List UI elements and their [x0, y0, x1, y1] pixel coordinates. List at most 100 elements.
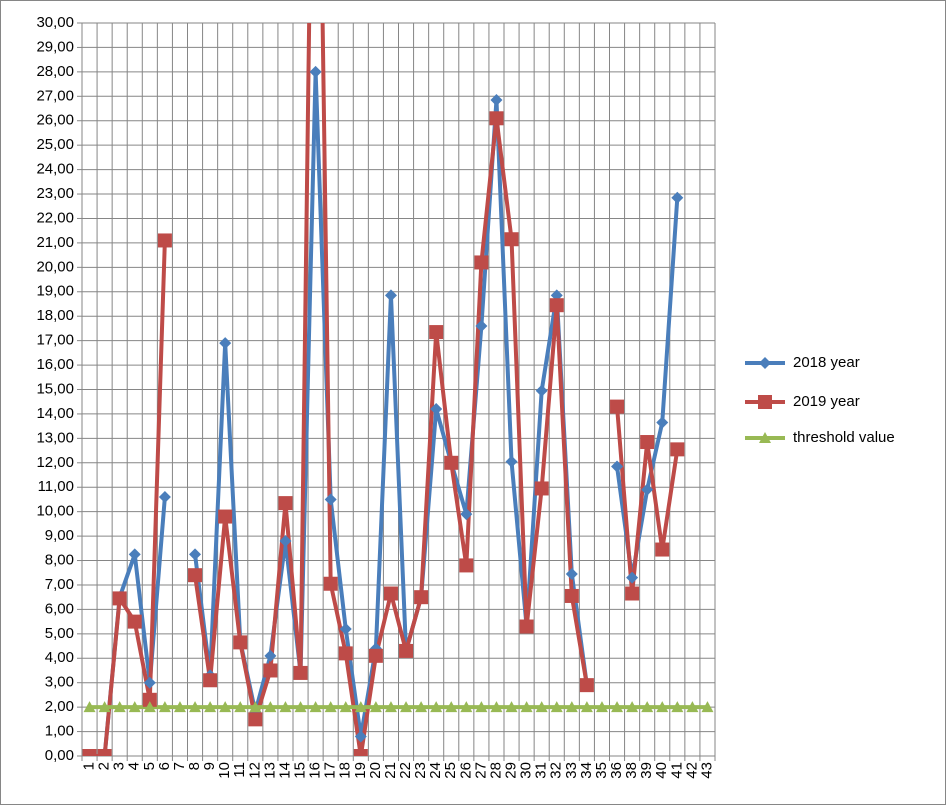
- x-tick-label: 23: [412, 762, 429, 779]
- x-tick-label: 7: [171, 762, 188, 770]
- point: [279, 534, 292, 547]
- legend-label: threshold value: [793, 429, 895, 446]
- y-tick-label: 1,00: [45, 723, 74, 740]
- x-tick-label: 18: [337, 762, 354, 779]
- point: [83, 701, 96, 713]
- point: [203, 673, 218, 688]
- y-tick-label: 15,00: [36, 380, 74, 397]
- point: [369, 701, 382, 713]
- point: [143, 676, 156, 689]
- x-tick-label: 28: [487, 762, 504, 779]
- y-tick-label: 5,00: [45, 625, 74, 642]
- point: [414, 590, 429, 605]
- x-tick-label: 21: [382, 762, 399, 779]
- point: [324, 701, 337, 713]
- x-tick-label: 16: [307, 762, 324, 779]
- point: [338, 646, 353, 661]
- point: [368, 648, 383, 663]
- y-tick-label: 22,00: [36, 209, 74, 226]
- point: [218, 509, 233, 524]
- x-tick-label: 22: [397, 762, 414, 779]
- point: [128, 701, 141, 713]
- y-tick-label: 28,00: [36, 63, 74, 80]
- x-tick-label: 27: [472, 762, 489, 779]
- point: [324, 493, 337, 506]
- y-tick-label: 16,00: [36, 356, 74, 373]
- point: [399, 643, 414, 658]
- point: [353, 749, 368, 756]
- point: [520, 701, 533, 713]
- point: [535, 701, 548, 713]
- y-tick-label: 10,00: [36, 503, 74, 520]
- point: [701, 701, 714, 713]
- y-tick-label: 7,00: [45, 576, 74, 593]
- point: [309, 701, 322, 713]
- point: [460, 508, 473, 521]
- point: [535, 384, 548, 397]
- point: [519, 619, 534, 634]
- point: [490, 701, 503, 713]
- x-tick-label: 32: [548, 762, 565, 779]
- point: [278, 496, 293, 511]
- point: [686, 701, 699, 713]
- x-tick-label: 1: [81, 762, 98, 770]
- point: [323, 576, 338, 591]
- x-tick-label: 6: [156, 762, 173, 770]
- point: [460, 701, 473, 713]
- x-tick-label: 36: [608, 762, 625, 779]
- point: [339, 622, 352, 635]
- x-tick-label: 9: [201, 762, 218, 770]
- point: [400, 701, 413, 713]
- point: [263, 663, 278, 678]
- y-tick-label: 4,00: [45, 649, 74, 666]
- x-tick-label: 5: [141, 762, 158, 770]
- point: [429, 325, 444, 340]
- point: [759, 357, 771, 369]
- point: [339, 701, 352, 713]
- point: [264, 701, 277, 713]
- point: [459, 558, 474, 573]
- x-tick-label: 15: [292, 762, 309, 779]
- point: [759, 432, 771, 443]
- point: [641, 483, 654, 496]
- x-tick-label: 10: [216, 762, 233, 779]
- y-tick-label: 26,00: [36, 112, 74, 129]
- point: [173, 701, 186, 713]
- x-tick-label: 25: [442, 762, 459, 779]
- point: [565, 701, 578, 713]
- point: [444, 455, 459, 470]
- x-tick-label: 4: [126, 762, 143, 770]
- y-tick-label: 17,00: [36, 332, 74, 349]
- point: [475, 701, 488, 713]
- point: [611, 460, 624, 473]
- point: [534, 481, 549, 496]
- x-tick-label: 42: [683, 762, 700, 779]
- y-tick-label: 21,00: [36, 234, 74, 251]
- x-tick-label: 20: [367, 762, 384, 779]
- point: [354, 701, 367, 713]
- point: [550, 701, 563, 713]
- point: [671, 191, 684, 204]
- point: [97, 749, 112, 756]
- point: [189, 701, 202, 713]
- y-tick-label: 14,00: [36, 405, 74, 422]
- x-tick-label: 2: [96, 762, 113, 770]
- point: [626, 571, 639, 584]
- x-tick-label: 35: [593, 762, 610, 779]
- x-tick-label: 8: [186, 762, 203, 770]
- point: [248, 712, 263, 727]
- point: [188, 568, 203, 583]
- point: [309, 65, 322, 78]
- point: [249, 701, 262, 713]
- point: [671, 701, 684, 713]
- x-tick-label: 12: [246, 762, 263, 779]
- y-tick-label: 8,00: [45, 552, 74, 569]
- y-tick-label: 25,00: [36, 136, 74, 153]
- x-tick-label: 43: [698, 762, 715, 779]
- point: [384, 289, 397, 302]
- y-tick-label: 20,00: [36, 258, 74, 275]
- y-tick-label: 2,00: [45, 698, 74, 715]
- point: [656, 701, 669, 713]
- point: [127, 614, 142, 629]
